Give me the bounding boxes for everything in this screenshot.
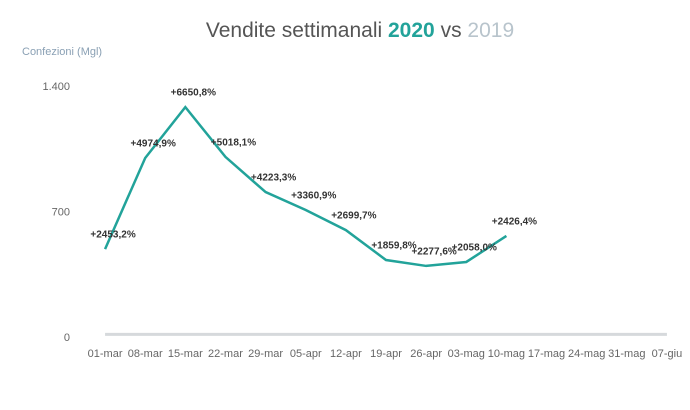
x-tick-label: 10-mag xyxy=(488,348,525,360)
x-tick-label: 29-mar xyxy=(248,348,283,360)
x-tick-label: 08-mar xyxy=(128,348,163,360)
x-tick-label: 31-mag xyxy=(608,348,645,360)
data-label: +2058,0% xyxy=(452,243,497,254)
y-tick-label: 700 xyxy=(52,206,70,218)
data-label: +6650,8% xyxy=(171,88,216,99)
x-tick-label: 12-apr xyxy=(330,348,362,360)
x-tick-label: 19-apr xyxy=(370,348,402,360)
series-line xyxy=(103,105,508,268)
chart-title: Vendite settimanali 2020 vs 2019 xyxy=(206,19,514,42)
series-name: 2019 xyxy=(467,19,514,42)
title-joiner: vs xyxy=(441,19,462,42)
x-tick-label: 01-mar xyxy=(88,348,123,360)
x-tick-label: 03-mag xyxy=(448,348,485,360)
x-tick-label: 15-mar xyxy=(168,348,203,360)
data-label: +2426,4% xyxy=(492,217,537,228)
title-text: Vendite settimanali xyxy=(206,19,382,42)
data-label: +5018,1% xyxy=(211,138,256,149)
data-label: +4974,9% xyxy=(131,139,176,150)
data-label: +2699,7% xyxy=(331,211,376,222)
y-tick-label: 0 xyxy=(64,332,70,344)
data-label: +3360,9% xyxy=(291,191,336,202)
x-tick-label: 07-giu xyxy=(652,348,683,360)
x-tick-label: 26-apr xyxy=(410,348,442,360)
data-label: +1859,8% xyxy=(371,241,416,252)
data-label: +2277,6% xyxy=(411,247,456,258)
data-label: +2453,2% xyxy=(90,230,135,241)
x-tick-label: 22-mar xyxy=(208,348,243,360)
y-axis-label: Confezioni (Mgl) xyxy=(22,46,102,58)
series-name: 2020 xyxy=(388,19,435,42)
x-tick-label: 05-apr xyxy=(290,348,322,360)
data-label: +4223,3% xyxy=(251,173,296,184)
y-tick-label: 1.400 xyxy=(42,81,70,93)
x-tick-label: 17-mag xyxy=(528,348,565,360)
x-tick-label: 24-mag xyxy=(568,348,605,360)
